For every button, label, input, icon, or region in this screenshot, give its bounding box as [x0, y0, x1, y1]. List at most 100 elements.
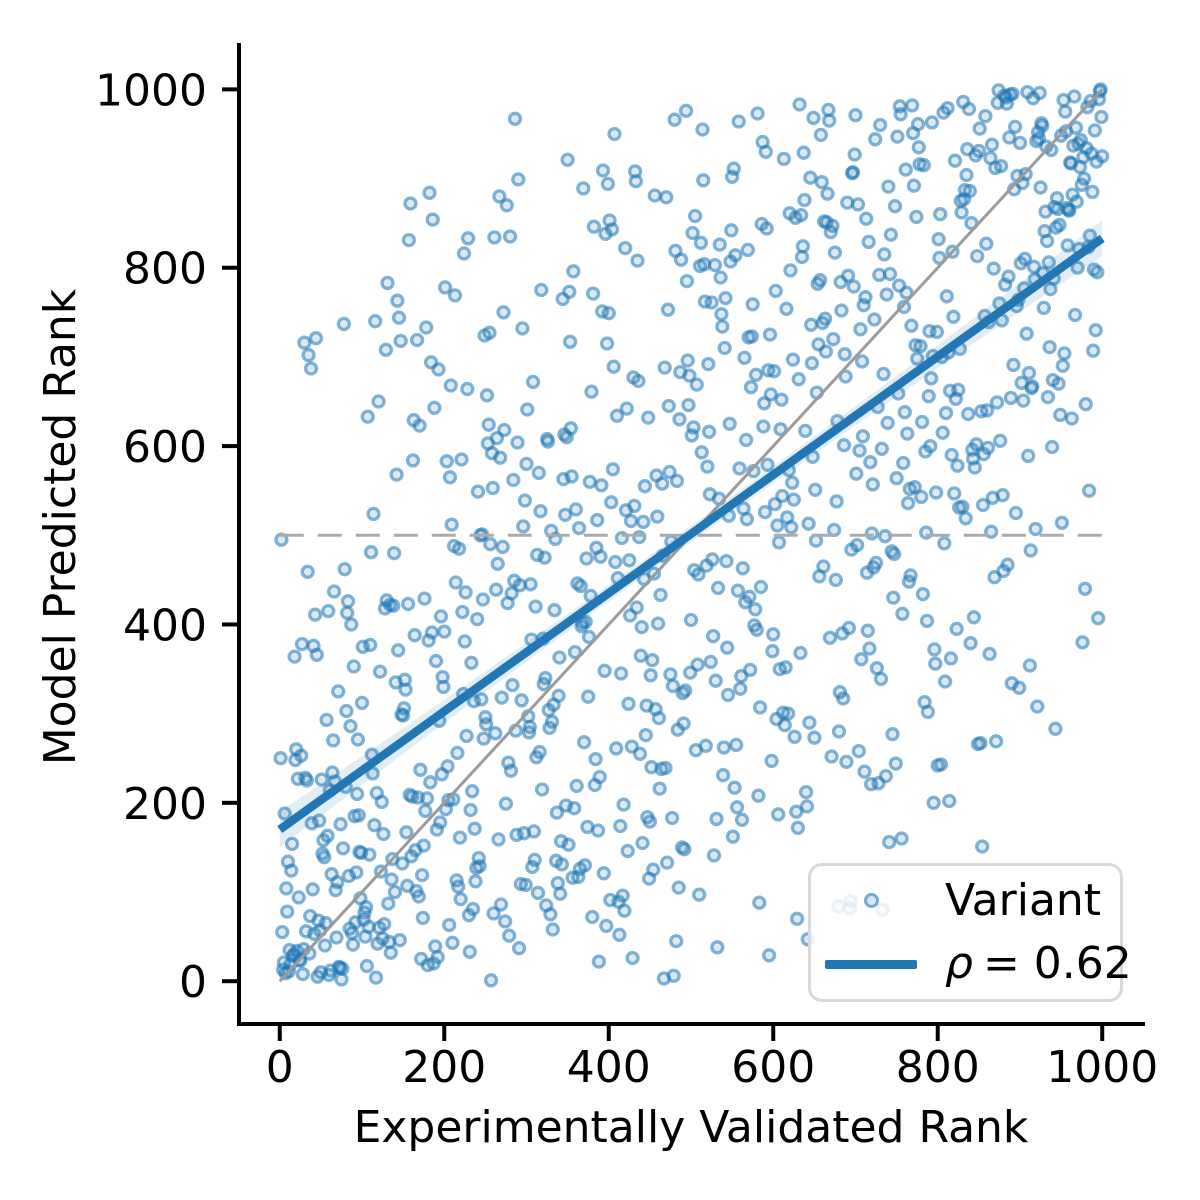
scatter-point [409, 883, 424, 899]
scatter-point [905, 125, 921, 141]
scatter-point [424, 625, 440, 640]
scatter-point [768, 283, 783, 299]
scatter-point [657, 360, 672, 375]
scatter-point [683, 665, 698, 680]
scatter-point [671, 880, 686, 895]
scatter-point [1013, 256, 1028, 271]
scatter-point [534, 782, 550, 797]
scatter-point [282, 942, 297, 958]
scatter-point [793, 645, 808, 661]
scatter-point [971, 143, 987, 159]
scatter-point [442, 470, 458, 485]
scatter-point [1048, 721, 1063, 736]
scatter-point [750, 106, 765, 121]
scatter-point [725, 829, 741, 844]
scatter-point [887, 199, 903, 214]
scatter-point [673, 364, 688, 380]
axes: 0 200 400 600 800 1000 0 200 400 600 800 1000 [95, 43, 1158, 1093]
scatter-point [571, 869, 586, 885]
scatter-point [560, 152, 575, 167]
scatter-point [685, 225, 700, 241]
scatter-point [387, 884, 403, 900]
scatter-point [503, 763, 519, 778]
scatter-point [919, 613, 935, 629]
scatter-point [804, 356, 820, 371]
scatter-point [1003, 390, 1019, 406]
scatter-point [360, 409, 375, 424]
scatter-point [792, 97, 807, 112]
scatter-point [528, 599, 543, 614]
scatter-point [608, 554, 623, 570]
scatter-point [851, 743, 866, 759]
scatter-point [368, 970, 384, 985]
scatter-point [582, 474, 597, 489]
scatter-point [398, 682, 413, 697]
scatter-point [702, 487, 718, 502]
scatter-point [358, 929, 373, 944]
scatter-point [701, 424, 717, 439]
scatter-point [825, 218, 840, 233]
scatter-point [975, 839, 990, 854]
scatter-point [803, 170, 818, 185]
scatter-point [417, 591, 432, 606]
scatter-point [448, 575, 463, 590]
scatter-point [748, 367, 764, 382]
regression-line-icon [825, 959, 917, 969]
scatter-point [798, 423, 813, 439]
scatter-point [1051, 376, 1066, 391]
scatter-point [854, 354, 870, 369]
scatter-point [909, 209, 924, 225]
legend: Variant ρ = 0.62 [808, 863, 1132, 1002]
scatter-point [747, 618, 762, 633]
scatter-point [748, 602, 763, 617]
scatter-point [470, 484, 486, 499]
scatter-point [1036, 300, 1051, 316]
scatter-point [505, 677, 520, 693]
scatter-point [687, 208, 703, 224]
scatter-point [831, 724, 847, 739]
scatter-point [896, 455, 911, 471]
scatter-point [1039, 233, 1055, 249]
scatter-point [349, 786, 365, 802]
scatter-point [453, 891, 468, 907]
scatter-point [739, 512, 755, 527]
scatter-point [319, 712, 334, 728]
scatter-point [794, 207, 809, 223]
scatter-point [901, 574, 917, 589]
scatter-point [729, 737, 744, 753]
scatter-point [1078, 397, 1093, 412]
scatter-point [390, 293, 405, 308]
scatter-point [502, 928, 517, 943]
scatter-point [553, 886, 568, 901]
scatter-point [606, 359, 621, 374]
scatter-point [479, 388, 495, 403]
scatter-point [418, 803, 433, 819]
scatter-point [924, 371, 939, 386]
scatter-point [658, 760, 673, 776]
scatter-point [317, 938, 333, 953]
scatter-point [580, 819, 595, 835]
scatter-point [425, 212, 440, 227]
scatter-point [737, 350, 752, 365]
scatter-point [1034, 116, 1049, 131]
scatter-point [383, 945, 398, 960]
scatter-point [928, 485, 944, 500]
scatter-point [902, 481, 917, 497]
scatter-point [1049, 191, 1065, 206]
scatter-point [513, 876, 528, 892]
scatter-point [419, 791, 435, 806]
scatter-point [963, 636, 978, 651]
scatter-point [320, 828, 335, 843]
scatter-point [822, 113, 837, 128]
scatter-point [647, 188, 662, 203]
scatter-point [852, 443, 867, 458]
scatter-point [863, 455, 878, 470]
scatter-point [399, 825, 414, 840]
scatter-point [451, 541, 467, 556]
scatter-point [1019, 326, 1034, 341]
scatter-point [940, 100, 955, 116]
scatter-point [828, 572, 843, 588]
scatter-point [625, 950, 640, 966]
scatter-point [652, 781, 667, 796]
scatter-point [834, 303, 849, 318]
